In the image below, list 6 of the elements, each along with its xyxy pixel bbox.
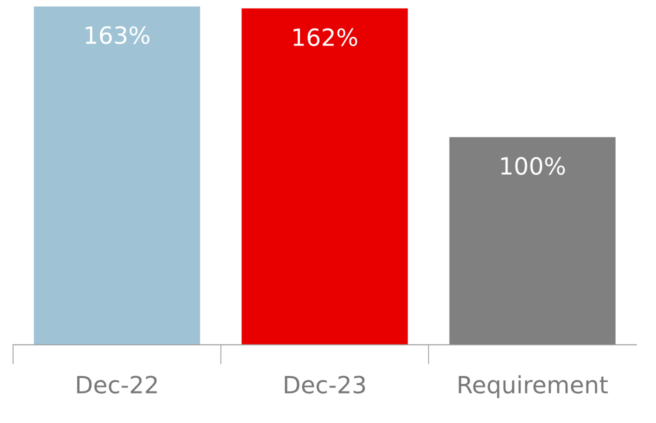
- x-tick-label: Requirement: [458, 375, 608, 398]
- data-label: 162%: [294, 28, 358, 46]
- data-label: 163%: [86, 26, 150, 44]
- x-tick-label: Dec-22: [77, 376, 157, 394]
- x-tick-label: Dec-23: [284, 376, 365, 394]
- data-label: 100%: [501, 157, 565, 175]
